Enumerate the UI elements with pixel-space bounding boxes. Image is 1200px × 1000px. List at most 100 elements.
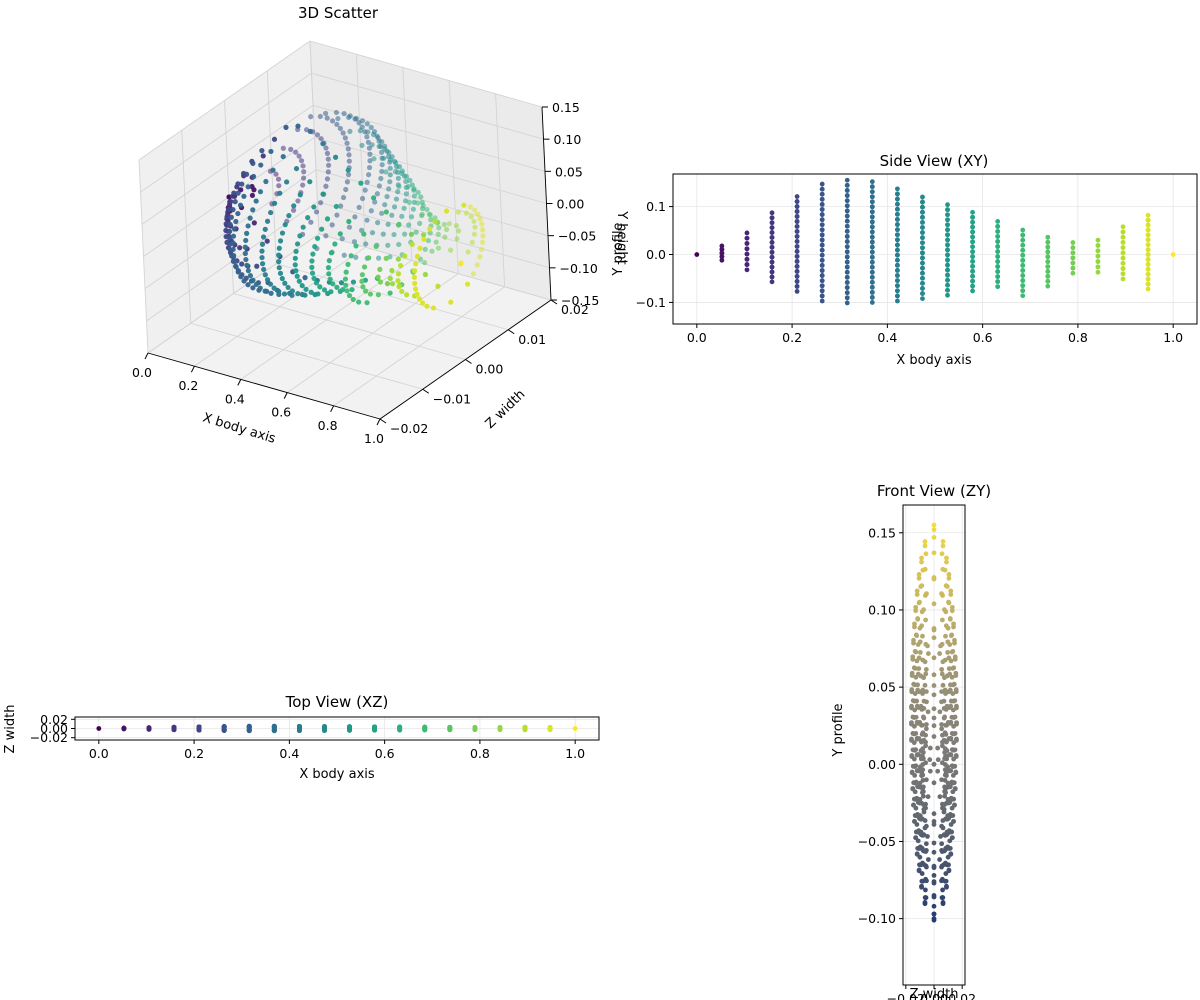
scatter3d-point (392, 160, 399, 166)
side-point (794, 209, 800, 214)
scatter3d-point (282, 222, 288, 228)
front-point (940, 593, 945, 598)
front-point (948, 682, 953, 688)
side-point (869, 219, 875, 225)
front-point (949, 763, 955, 769)
x-tick-label: 0.2 (782, 330, 802, 345)
side-point (844, 234, 850, 239)
side-point (819, 263, 825, 268)
scatter3d-point (479, 246, 485, 252)
front-point (950, 648, 956, 654)
side-point (819, 212, 825, 217)
side-point (844, 244, 850, 250)
scatter3d-point (409, 182, 415, 188)
x-tick-label: 0.2 (178, 378, 198, 393)
scatter3d-point (250, 207, 256, 213)
front-point (937, 794, 943, 800)
scatter3d-point (414, 253, 421, 259)
scatter3d-point (300, 175, 307, 181)
side-point (1170, 252, 1176, 257)
scatter3d-point (435, 245, 442, 251)
side-point (970, 268, 975, 274)
front-point (946, 867, 952, 873)
scatter3d-point (411, 274, 417, 280)
scatter3d-point (298, 158, 305, 164)
scatter3d-point (391, 204, 398, 210)
side-point (819, 196, 825, 202)
scatter3d-point (250, 277, 256, 283)
side-point (719, 254, 725, 260)
scatter3d-point (299, 283, 305, 289)
side-point (844, 249, 850, 255)
side-point (945, 267, 950, 273)
scatter3d-title: 3D Scatter (298, 4, 379, 22)
side-point (970, 219, 975, 225)
scatter3d-point (232, 199, 238, 205)
front-point (950, 773, 956, 778)
front-point (947, 642, 953, 647)
side-point (895, 273, 900, 278)
scatter3d-point (332, 241, 338, 247)
scatter3d-point (268, 148, 274, 155)
scatter3d-point (300, 182, 306, 188)
front-point (919, 878, 925, 884)
scatter3d-point (276, 252, 282, 258)
top-view-ticks: 0.0 0.2 0.4 0.6 0.8 1.0 0.020.00−0.02 (30, 712, 585, 761)
scatter3d-point (343, 186, 349, 193)
side-point (1120, 234, 1126, 240)
scatter3d-point (230, 240, 236, 246)
side-point (869, 234, 875, 240)
side-point (844, 285, 850, 290)
front-point (948, 698, 954, 704)
x-tick-label: 0.2 (184, 746, 204, 761)
front-point (931, 840, 937, 846)
front-point (919, 559, 924, 565)
scatter3d-point (415, 200, 421, 206)
grid-line (138, 40, 311, 161)
scatter3d-point (344, 140, 350, 146)
side-point (1145, 212, 1151, 218)
front-point (912, 773, 918, 778)
scatter3d-point (314, 235, 321, 241)
grid-line (311, 72, 544, 140)
front-point (931, 672, 937, 678)
side-point (1145, 276, 1151, 282)
side-point (844, 208, 850, 214)
side-point (1045, 249, 1051, 255)
scatter3d-point (363, 288, 369, 294)
front-point (912, 707, 918, 713)
scatter3d-point (346, 114, 352, 121)
side-point (794, 229, 800, 234)
front-point (949, 608, 955, 614)
scatter3d-point (342, 276, 349, 282)
front-point (920, 793, 926, 799)
front-point (921, 698, 927, 704)
scatter3d-point (365, 129, 371, 135)
scatter3d-point (420, 203, 426, 209)
side-point (970, 288, 975, 294)
y-tick-label: −0.15 (561, 293, 599, 308)
front-point (931, 734, 937, 739)
front-point (913, 674, 919, 680)
scatter3d-point (337, 231, 343, 237)
scatter3d-point (311, 275, 317, 281)
side-point (769, 215, 775, 221)
scatter3d-point (416, 296, 423, 302)
side-point (945, 247, 950, 253)
scatter3d-point (245, 268, 251, 274)
side-point (995, 239, 1001, 244)
scatter3d-point (345, 167, 351, 173)
front-point (914, 698, 920, 704)
side-point (1120, 250, 1126, 256)
scatter3d-point (408, 214, 415, 220)
scatter3d-point (417, 220, 423, 226)
scatter3d-point (223, 221, 229, 227)
side-point (920, 230, 925, 235)
y-tick-label: 0.00 (868, 757, 896, 772)
front-point (943, 583, 949, 589)
front-point (943, 633, 948, 639)
front-point (944, 739, 949, 745)
scatter3d-point (292, 262, 298, 268)
scatter3d-point (395, 271, 402, 277)
front-point (913, 779, 919, 785)
